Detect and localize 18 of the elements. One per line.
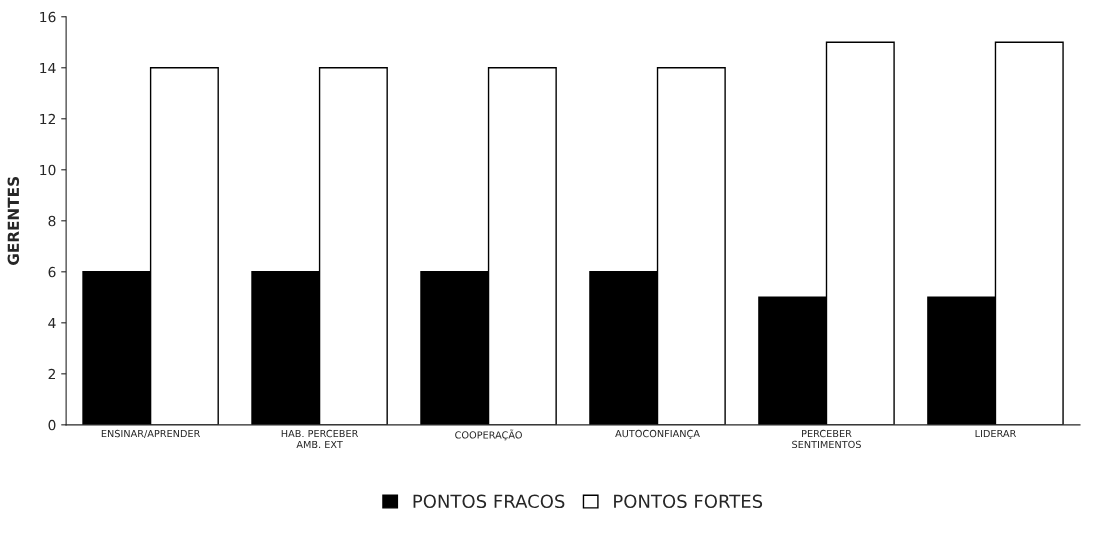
legend-label: PONTOS FORTES — [614, 494, 763, 509]
y-tick-label: 10 — [40, 164, 56, 176]
y-tick-label: 4 — [48, 317, 56, 329]
y-tick-label: 12 — [40, 113, 56, 125]
y-tick-label: 14 — [40, 62, 56, 74]
y-tick-label: 0 — [48, 419, 56, 431]
x-tick-label: AUTOCONFIANÇA — [615, 429, 700, 439]
y-tick-label: 2 — [48, 368, 56, 380]
y-tick-label: 16 — [40, 11, 56, 23]
y-tick-label: 6 — [48, 266, 56, 278]
x-tick-label: ENSINAR/APRENDER — [101, 429, 201, 438]
legend-label: PONTOS FRACOS — [413, 494, 565, 509]
x-tick-label: HAB. PERCEBER AMB. EXT — [281, 429, 359, 448]
x-tick-label: LIDERAR — [975, 430, 1017, 438]
x-tick-label: PERCEBER SENTIMENTOS — [792, 429, 861, 449]
y-axis-title: GERENTES — [7, 177, 20, 265]
x-tick-label: COOPERAÇÃO — [455, 429, 522, 441]
y-tick-label: 8 — [48, 215, 56, 227]
